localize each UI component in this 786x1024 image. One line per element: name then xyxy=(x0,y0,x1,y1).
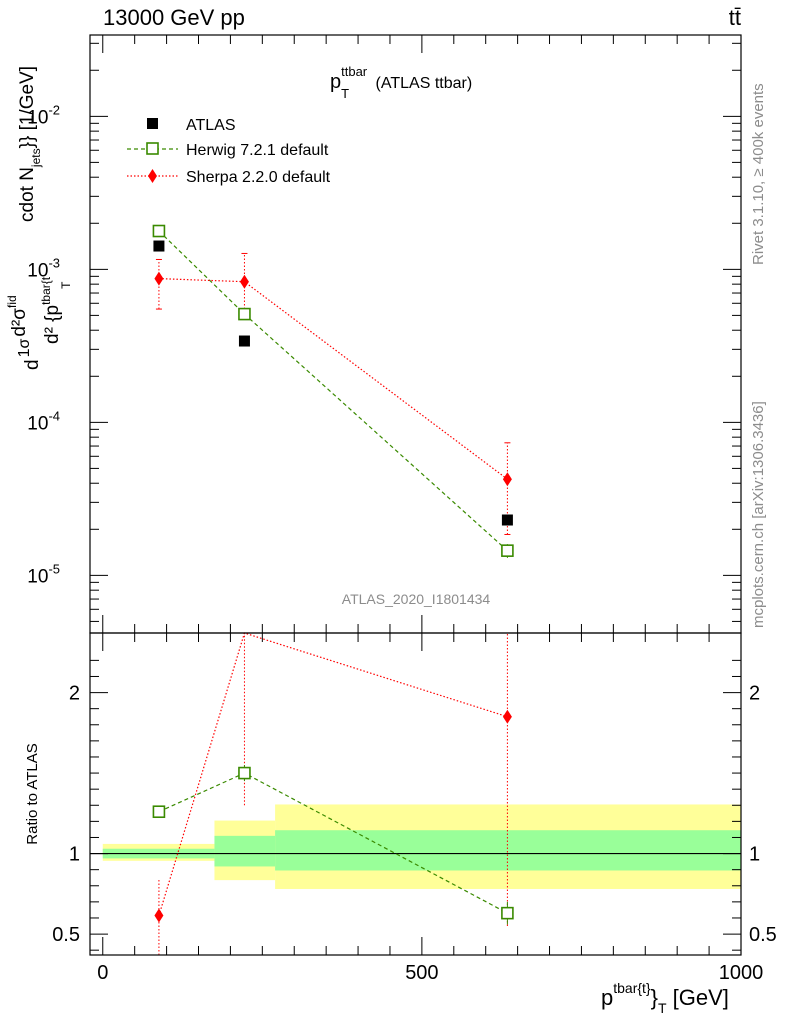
main-ytick-exp: -5 xyxy=(48,561,60,576)
main-panel: 10-210-310-410-5 pttbar T (ATLAS ttbar) A… xyxy=(5,34,742,634)
main-ytick-label: 10-2 xyxy=(27,102,60,128)
atlas-main-point xyxy=(238,335,250,347)
ylabel-tbar: tbar{t xyxy=(39,276,53,305)
ylabel-units: }} [1/GeV] xyxy=(17,66,38,148)
legend-marker-atlas xyxy=(147,118,158,129)
main-y-axis-label: d1σ d²σfid d² {ptbar{t T cdot Njets}} [1/G… xyxy=(5,66,73,370)
sherpa-main-point xyxy=(239,274,249,289)
ylabel-T: T xyxy=(59,281,73,289)
sherpa-ratio-point xyxy=(502,709,512,724)
ratio-x-ticks: 0 500 1000 xyxy=(97,633,763,984)
herwig-main-point xyxy=(152,224,166,238)
main-ytick-label: 10-5 xyxy=(27,561,60,587)
ratio-ytick-label: 1 xyxy=(69,844,80,866)
plot-title-suffix: (ATLAS ttbar) xyxy=(371,75,472,92)
watermark: ATLAS_2020_I1801434 xyxy=(342,591,491,607)
legend-label-sherpa: Sherpa 2.2.0 default xyxy=(186,169,331,186)
ratio-ytick-label: 0.5 xyxy=(52,924,80,946)
sherpa-main-line xyxy=(158,277,508,480)
ratio-panel: 0.5 0.5 1 1 2 2 0 500 1000 Ratio to ATLAS ptbar… xyxy=(24,632,777,1016)
ratio-frame xyxy=(89,632,742,956)
ylabel-denom: d² {p xyxy=(42,305,63,344)
atlas-main-point xyxy=(153,240,165,252)
ratio-stat-band xyxy=(214,835,276,867)
xlabel-p: p xyxy=(601,985,613,1010)
herwig-main-point xyxy=(238,307,251,321)
ylabel-one-sigma: 1σ xyxy=(16,339,33,358)
ylabel-jets: jets xyxy=(29,148,43,168)
x-tick-label: 1000 xyxy=(719,962,764,984)
ylabel-d2sigma: d²σ xyxy=(9,308,30,337)
ratio-bands xyxy=(102,804,741,889)
xlabel-unit: [GeV] xyxy=(667,985,729,1010)
rivet-label: Rivet 3.1.10, ≥ 400k events xyxy=(750,83,767,265)
ratio-stat-band xyxy=(275,830,741,871)
ratio-y-ticks: 0.5 0.5 1 1 2 2 xyxy=(52,659,777,951)
herwig-ratio-point xyxy=(238,766,251,780)
main-ytick-label: 10-3 xyxy=(27,255,60,281)
energy-label: 13000 GeV pp xyxy=(103,5,245,30)
ratio-ytick-label: 2 xyxy=(69,683,80,705)
xlabel-sup: tbar{t} xyxy=(613,980,651,996)
x-axis-label: ptbar{t}}T [GeV] xyxy=(601,980,729,1016)
ylabel-cdot: cdot N xyxy=(17,167,38,222)
ratio-ytick-label-right: 0.5 xyxy=(749,924,777,946)
herwig-main-point xyxy=(501,544,514,557)
plot-title-p: p xyxy=(330,71,341,93)
process-label: tt̄ xyxy=(729,5,741,30)
plot-title: pttbar T (ATLAS ttbar) xyxy=(330,64,472,101)
main-ytick-base: 10 xyxy=(27,107,48,128)
main-ytick-base: 10 xyxy=(27,413,48,434)
plot-title-sub: T xyxy=(341,86,349,101)
plot-title-sup: ttbar xyxy=(341,64,368,79)
atlas-main-point xyxy=(501,514,513,526)
main-series xyxy=(152,224,514,558)
main-ytick-exp: -2 xyxy=(48,102,60,117)
legend: ATLAS Herwig 7.2.1 default Sherpa 2.2.0 … xyxy=(127,117,331,186)
herwig-ratio-point xyxy=(501,906,514,920)
main-ytick-base: 10 xyxy=(27,566,48,587)
legend-label-herwig: Herwig 7.2.1 default xyxy=(186,142,329,159)
main-ytick-label: 10-4 xyxy=(27,408,60,434)
herwig-ratio-point xyxy=(152,805,166,819)
xlabel-sub: T xyxy=(658,1000,667,1016)
svg-text:cdot Njets}} [1/GeV]: cdot Njets}} [1/GeV] xyxy=(17,66,43,222)
mcplots-label: mcplots.cern.ch [arXiv:1306.3436] xyxy=(750,401,767,628)
x-tick-label: 500 xyxy=(405,962,438,984)
main-ytick-exp: -3 xyxy=(48,255,60,270)
main-ytick-exp: -4 xyxy=(48,408,60,423)
legend-label-atlas: ATLAS xyxy=(186,117,236,134)
xlabel-close: } xyxy=(651,985,658,1010)
ratio-ytick-label-right: 2 xyxy=(749,683,760,705)
main-x-ticks xyxy=(102,35,742,633)
ylabel-d: d xyxy=(22,359,43,370)
sherpa-main-point xyxy=(502,472,512,487)
sherpa-main-point xyxy=(154,271,164,286)
main-y-ticks: 10-210-310-410-5 xyxy=(27,42,741,622)
ratio-ytick-label-right: 1 xyxy=(749,844,760,866)
svg-text:d² {ptbar{tT: d² {ptbar{t T xyxy=(39,276,73,344)
main-ytick-base: 10 xyxy=(27,260,48,281)
legend-marker-sherpa xyxy=(148,169,157,183)
legend-marker-herwig xyxy=(146,142,159,155)
sherpa-ratio-point xyxy=(154,908,164,923)
svg-text:d1σd²σfid: d1σ d²σfid xyxy=(5,295,43,370)
x-tick-label: 0 xyxy=(97,962,108,984)
ylabel-fid: fid xyxy=(5,295,19,308)
ratio-y-axis-label: Ratio to ATLAS xyxy=(24,743,41,844)
